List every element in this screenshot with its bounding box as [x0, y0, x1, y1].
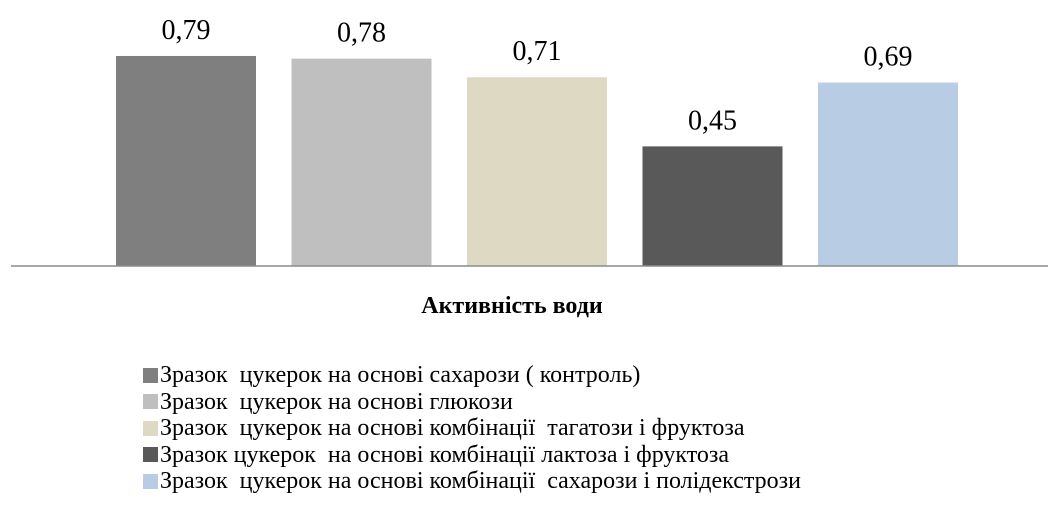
data-label-5: 0,69 — [864, 42, 913, 73]
bar-2 — [291, 58, 432, 266]
legend-label-2: Зразок цукерок на основі глюкози — [160, 388, 513, 415]
data-label-2: 0,78 — [337, 18, 386, 49]
legend-label-3: Зразок цукерок на основі комбінації тага… — [160, 415, 745, 442]
legend-swatch-3 — [143, 420, 158, 436]
bar-1 — [116, 55, 256, 266]
legend-swatch-5 — [143, 473, 158, 489]
legend-item-1: Зразок цукерок на основі сахарози ( конт… — [143, 362, 801, 389]
bars-group: 0,79 0,78 0,71 0,45 0,69 — [116, 15, 958, 267]
legend-label-1: Зразок цукерок на основі сахарози ( конт… — [160, 362, 641, 389]
legend-item-2: Зразок цукерок на основі глюкози — [143, 389, 801, 416]
bar-4 — [642, 146, 783, 266]
data-label-4: 0,45 — [688, 105, 737, 136]
bar-3 — [467, 77, 607, 267]
legend-item-3: Зразок цукерок на основі комбінації тага… — [143, 415, 801, 442]
legend-label-5: Зразок цукерок на основі комбінації саха… — [160, 468, 801, 495]
legend-swatch-1 — [143, 367, 158, 383]
data-label-1: 0,79 — [162, 15, 211, 46]
legend: Зразок цукерок на основі сахарози ( конт… — [143, 362, 801, 495]
legend-label-4: Зразок цукерок на основі комбінації лакт… — [160, 441, 730, 468]
bar-5 — [818, 82, 958, 266]
legend-swatch-4 — [143, 447, 158, 463]
data-label-3: 0,71 — [513, 36, 562, 67]
legend-item-4: Зразок цукерок на основі комбінації лакт… — [143, 442, 801, 469]
legend-item-5: Зразок цукерок на основі комбінації саха… — [143, 468, 801, 495]
x-axis-title: Активність води — [421, 293, 603, 319]
legend-swatch-2 — [143, 394, 158, 410]
